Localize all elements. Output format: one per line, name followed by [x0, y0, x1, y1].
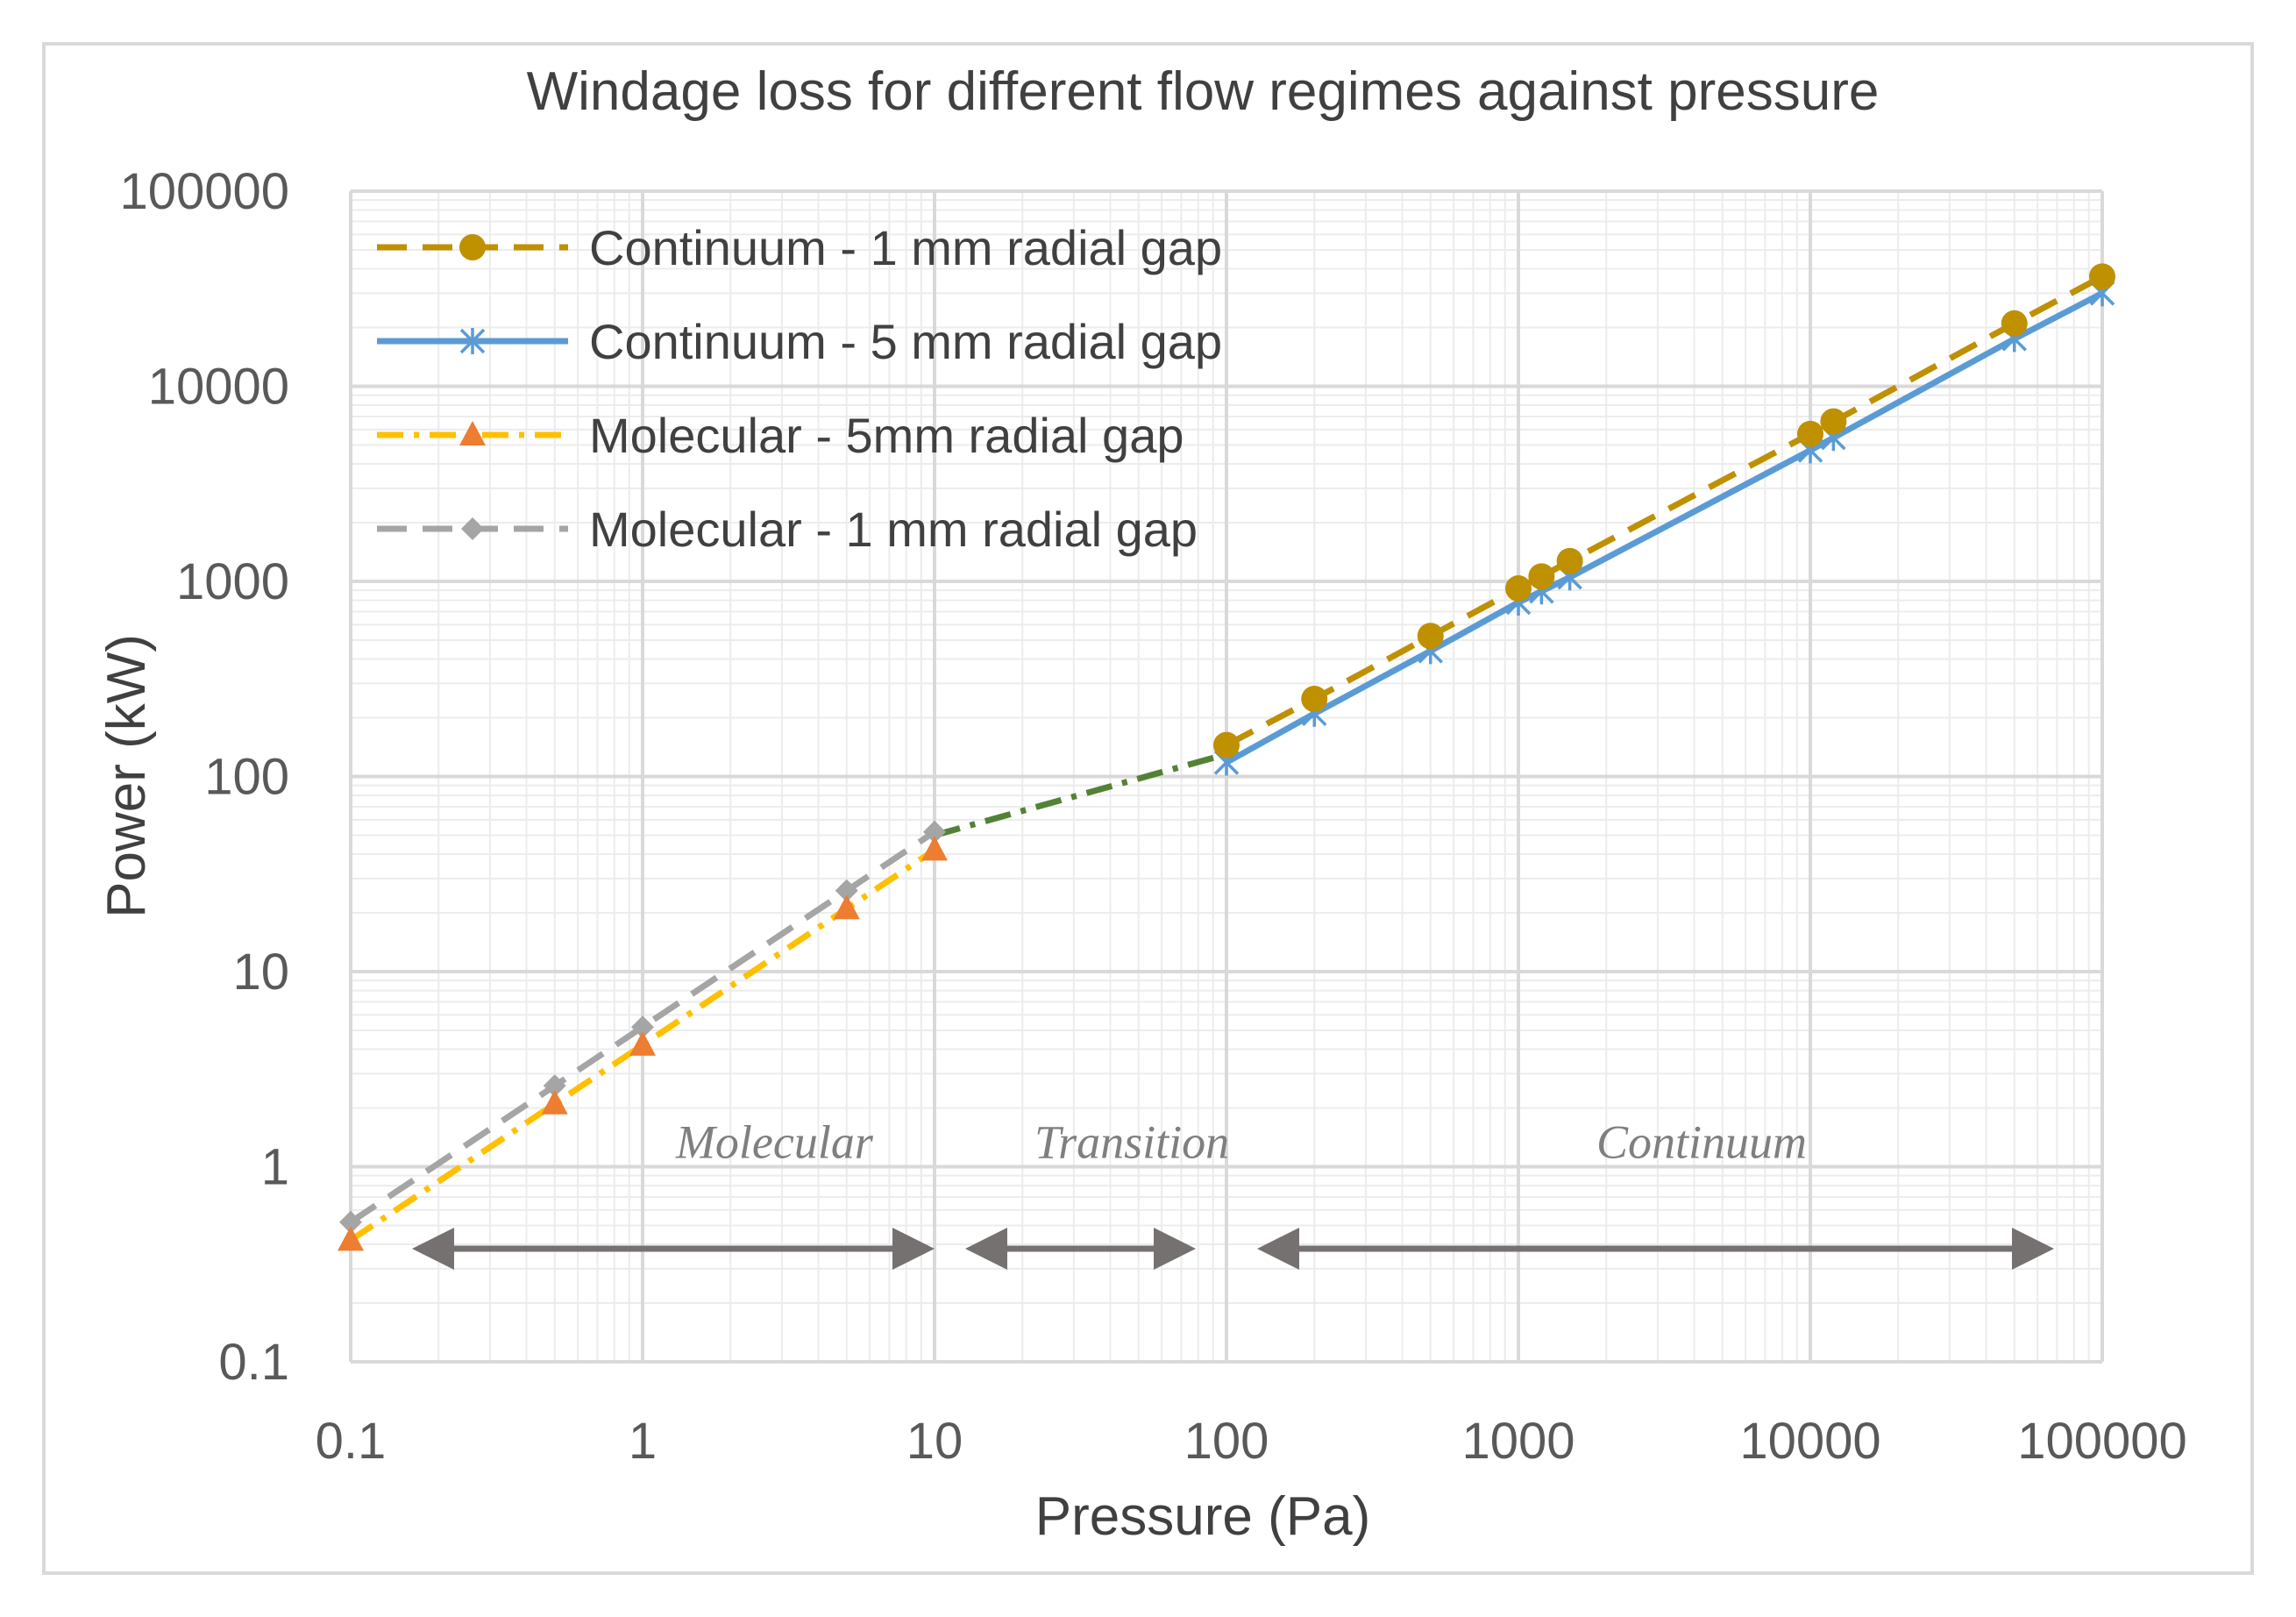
- region-arrow-head-left: [1257, 1227, 1299, 1270]
- y-tick-label: 100000: [119, 163, 289, 220]
- x-tick-label: 100000: [2017, 1413, 2187, 1470]
- data-point-circle: [1820, 408, 1847, 435]
- series-lines: [349, 274, 2104, 1243]
- y-axis-title: Power (kW): [96, 634, 157, 918]
- region-label: Continuum: [1596, 1116, 1807, 1169]
- region-arrow-head-left: [965, 1227, 1007, 1270]
- y-tick-label: 0.1: [218, 1334, 289, 1391]
- data-point-triangle: [833, 894, 860, 920]
- data-point-circle: [1528, 563, 1555, 590]
- data-point-triangle: [541, 1089, 568, 1115]
- data-point-diamond: [835, 879, 858, 902]
- legend-marker-asterisk: [459, 328, 486, 354]
- data-point-circle: [1417, 623, 1444, 650]
- data-point-circle: [1505, 575, 1532, 602]
- y-tick-label: 10: [232, 944, 289, 1001]
- data-point-triangle: [921, 836, 948, 861]
- y-tick-label: 1: [261, 1139, 289, 1196]
- data-point-diamond: [923, 820, 946, 844]
- region-arrow-head-right: [1154, 1227, 1196, 1270]
- data-point-circle: [2001, 310, 2028, 337]
- region-label: Molecular: [675, 1116, 874, 1169]
- legend-marker-diamond: [461, 517, 484, 540]
- legend-label: Continuum - 1 mm radial gap: [589, 220, 1222, 275]
- data-point-circle: [1556, 547, 1583, 574]
- legend-label: Continuum - 5 mm radial gap: [589, 314, 1222, 369]
- region-arrow-head-right: [892, 1227, 935, 1270]
- data-point-circle: [1301, 685, 1328, 712]
- x-tick-label: 1000: [1461, 1413, 1575, 1470]
- x-axis-title: Pressure (Pa): [1035, 1486, 1370, 1547]
- series-line-0: [1225, 274, 2104, 748]
- major-gridlines: [349, 189, 2104, 1364]
- y-tick-label: 1000: [176, 553, 289, 610]
- data-point-circle: [2089, 263, 2115, 290]
- chart-title: Windage loss for different flow regimes …: [527, 61, 1880, 122]
- x-tick-label: 1: [629, 1413, 657, 1470]
- region-label: Transition: [1034, 1116, 1229, 1169]
- chart-border: [42, 42, 2254, 1575]
- data-point-circle: [1797, 420, 1823, 447]
- data-point-triangle: [629, 1030, 656, 1056]
- x-tick-label: 0.1: [316, 1413, 387, 1470]
- y-tick-label: 10000: [148, 359, 289, 416]
- series-line-3: [349, 829, 936, 1225]
- x-tick-label: 100: [1184, 1413, 1269, 1470]
- legend-label: Molecular - 1 mm radial gap: [589, 502, 1198, 557]
- data-point-diamond: [543, 1074, 566, 1098]
- data-point-triangle: [338, 1226, 364, 1251]
- x-tick-label: 10000: [1739, 1413, 1880, 1470]
- data-point-circle: [1213, 731, 1240, 759]
- flow-regime-regions: Molecular Transition Continuum: [412, 1116, 2054, 1270]
- legend-label: Molecular - 5mm radial gap: [589, 408, 1184, 463]
- series-markers: [338, 263, 2115, 1251]
- region-arrow-head-right: [2012, 1227, 2054, 1270]
- series-line-2: [349, 847, 936, 1243]
- x-axis-tick-labels: 0.1 1 10 100 1000 10000 100000: [316, 1413, 2187, 1470]
- transition-line: [934, 751, 1227, 838]
- y-axis-tick-labels: 0.1 1 10 100 1000 10000 100000: [119, 163, 289, 1391]
- data-point-diamond: [339, 1210, 362, 1234]
- legend-marker-circle: [459, 234, 486, 260]
- legend: Continuum - 1 mm radial gap Continuum - 5…: [377, 220, 1222, 557]
- data-point-diamond: [631, 1015, 654, 1039]
- legend-marker-triangle: [459, 421, 486, 445]
- series-line-1: [1225, 290, 2104, 766]
- x-tick-label: 10: [906, 1413, 963, 1470]
- region-arrow-head-left: [412, 1227, 454, 1270]
- y-tick-label: 100: [204, 749, 289, 806]
